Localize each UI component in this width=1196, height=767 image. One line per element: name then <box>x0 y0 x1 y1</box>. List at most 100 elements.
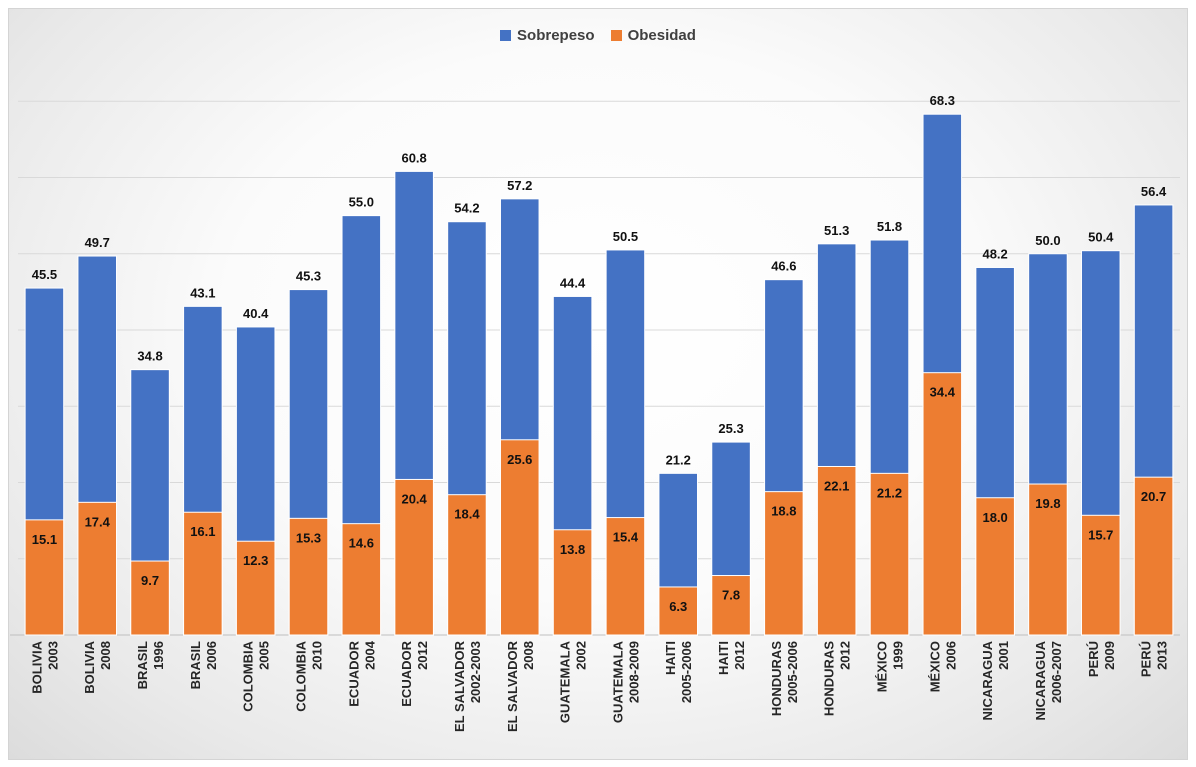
bar-obesidad <box>1133 476 1174 636</box>
data-label-sobrepeso: 45.3 <box>296 269 321 284</box>
x-tick-label: NICARAGUA 2001 <box>980 640 1011 720</box>
legend-item-obesidad: Obesidad <box>610 27 696 44</box>
data-label-obesidad: 15.3 <box>296 530 321 545</box>
x-tick-label-line1: ECUADOR <box>346 640 361 706</box>
data-label-sobrepeso: 50.0 <box>1035 233 1060 248</box>
x-tick-label: BOLIVIA 2008 <box>82 640 113 693</box>
x-tick-label-line1: BRASIL <box>188 641 203 689</box>
bar-obesidad <box>24 519 65 636</box>
data-label-obesidad: 15.7 <box>1088 527 1113 542</box>
bar-obesidad <box>658 586 699 636</box>
data-label-obesidad: 20.7 <box>1141 489 1166 504</box>
bar-obesidad <box>447 494 487 636</box>
bar-obesidad <box>394 478 434 636</box>
data-label-obesidad: 13.8 <box>560 542 585 557</box>
data-label-obesidad: 16.1 <box>190 524 215 539</box>
data-label-sobrepeso: 51.8 <box>877 219 902 234</box>
data-label-sobrepeso: 34.8 <box>137 349 162 364</box>
data-label-obesidad: 19.8 <box>1035 496 1060 511</box>
legend-item-sobrepeso: Sobrepeso <box>500 27 595 44</box>
bar-obesidad <box>975 497 1015 636</box>
x-tick-label: BRASIL 2006 <box>188 641 219 689</box>
bar-obesidad <box>552 529 593 636</box>
bar-obesidad <box>288 517 329 636</box>
x-tick-label-line2: 2009 <box>1102 641 1117 670</box>
x-tick-label: BOLIVIA 2003 <box>29 640 60 693</box>
x-tick-label: BRASIL 1996 <box>135 641 166 689</box>
legend-label-sobrepeso: Sobrepeso <box>517 27 595 44</box>
x-tick-label-line1: GUATEMALA <box>558 640 573 723</box>
x-tick-label: PERÚ 2009 <box>1086 641 1117 677</box>
x-tick-label-line2: 2006 <box>943 641 958 670</box>
x-tick-label: HAITI 2005-2006 <box>663 641 694 703</box>
x-tick-label-line2: 2008 <box>521 641 536 670</box>
data-label-obesidad: 15.4 <box>613 530 639 545</box>
data-label-sobrepeso: 50.4 <box>1088 230 1114 245</box>
data-label-sobrepeso: 48.2 <box>982 246 1007 261</box>
bar-obesidad <box>235 540 276 636</box>
data-label-sobrepeso: 49.7 <box>85 235 110 250</box>
x-tick-label-line2: 2010 <box>310 641 325 670</box>
x-tick-label-line1: PERÚ <box>1139 641 1154 677</box>
legend-swatch-sobrepeso <box>500 30 512 41</box>
data-label-obesidad: 20.4 <box>401 491 427 506</box>
data-label-obesidad: 34.4 <box>930 385 956 400</box>
x-tick-label: COLOMBIA 2005 <box>241 640 272 711</box>
x-tick-label: HONDURAS 2012 <box>822 641 853 716</box>
x-tick-label-line2: 2005-2006 <box>785 641 800 703</box>
data-label-sobrepeso: 45.5 <box>32 267 57 282</box>
data-label-obesidad: 22.1 <box>824 478 849 493</box>
data-label-sobrepeso: 25.3 <box>718 421 743 436</box>
x-tick-label-line1: HONDURAS <box>769 641 784 716</box>
data-label-sobrepeso: 51.3 <box>824 223 849 238</box>
data-label-sobrepeso: 21.2 <box>666 452 691 467</box>
x-tick-label-line2: 2003 <box>45 641 60 670</box>
x-tick-label-line1: HONDURAS <box>822 641 837 716</box>
x-tick-label-line1: HAITI <box>716 641 731 675</box>
x-tick-label: HAITI 2012 <box>716 641 747 675</box>
legend: Sobrepeso Obesidad <box>0 27 1196 44</box>
data-label-sobrepeso: 60.8 <box>401 150 426 165</box>
data-label-obesidad: 14.6 <box>349 536 374 551</box>
data-label-sobrepeso: 68.3 <box>930 93 955 108</box>
x-tick-label-line1: COLOMBIA <box>241 640 256 711</box>
x-tick-label: ECUADOR 2012 <box>399 640 430 706</box>
data-label-sobrepeso: 46.6 <box>771 259 796 274</box>
x-tick-label-line2: 2013 <box>1155 641 1170 670</box>
x-tick-label-line2: 2008 <box>98 641 113 670</box>
x-tick-label: GUATEMALA 2002 <box>558 640 589 723</box>
data-label-sobrepeso: 54.2 <box>454 201 479 216</box>
data-label-obesidad: 25.6 <box>507 452 532 467</box>
x-tick-label-line2: 2005-2006 <box>679 641 694 703</box>
bar-obesidad <box>764 491 804 636</box>
bar-obesidad <box>341 523 382 636</box>
data-label-obesidad: 18.4 <box>454 507 480 522</box>
x-tick-label-line1: EL SALVADOR <box>452 640 467 732</box>
x-tick-label: HONDURAS 2005-2006 <box>769 641 800 716</box>
data-label-sobrepeso: 57.2 <box>507 178 532 193</box>
bar-obesidad <box>1028 483 1068 636</box>
data-label-obesidad: 18.8 <box>771 504 796 519</box>
data-label-obesidad: 18.0 <box>982 510 1007 525</box>
x-tick-label-line2: 2012 <box>732 641 747 670</box>
x-tick-label: EL SALVADOR 2002-2003 <box>452 640 483 732</box>
bar-obesidad <box>183 511 223 636</box>
x-tick-label-line1: ECUADOR <box>399 640 414 706</box>
x-tick-label: ECUADOR 2004 <box>346 640 377 707</box>
x-tick-label-line1: GUATEMALA <box>610 640 625 723</box>
x-tick-label-line1: BOLIVIA <box>82 640 97 693</box>
data-label-sobrepeso: 44.4 <box>560 275 586 290</box>
bar-obesidad <box>711 575 751 636</box>
legend-swatch-obesidad <box>610 30 622 41</box>
data-label-sobrepeso: 43.1 <box>190 285 215 300</box>
data-label-sobrepeso: 55.0 <box>349 195 374 210</box>
x-tick-label-line1: MÉXICO <box>927 641 942 692</box>
x-tick-label-line1: NICARAGUA <box>980 640 995 720</box>
bar-obesidad <box>922 372 963 636</box>
x-tick-label-line1: BOLIVIA <box>29 640 44 693</box>
x-tick-label: EL SALVADOR 2008 <box>505 640 536 732</box>
x-tick-label-line1: NICARAGUA <box>1033 640 1048 720</box>
x-tick-label-line2: 2006 <box>204 641 219 670</box>
x-tick-label-line1: MÉXICO <box>875 641 890 692</box>
